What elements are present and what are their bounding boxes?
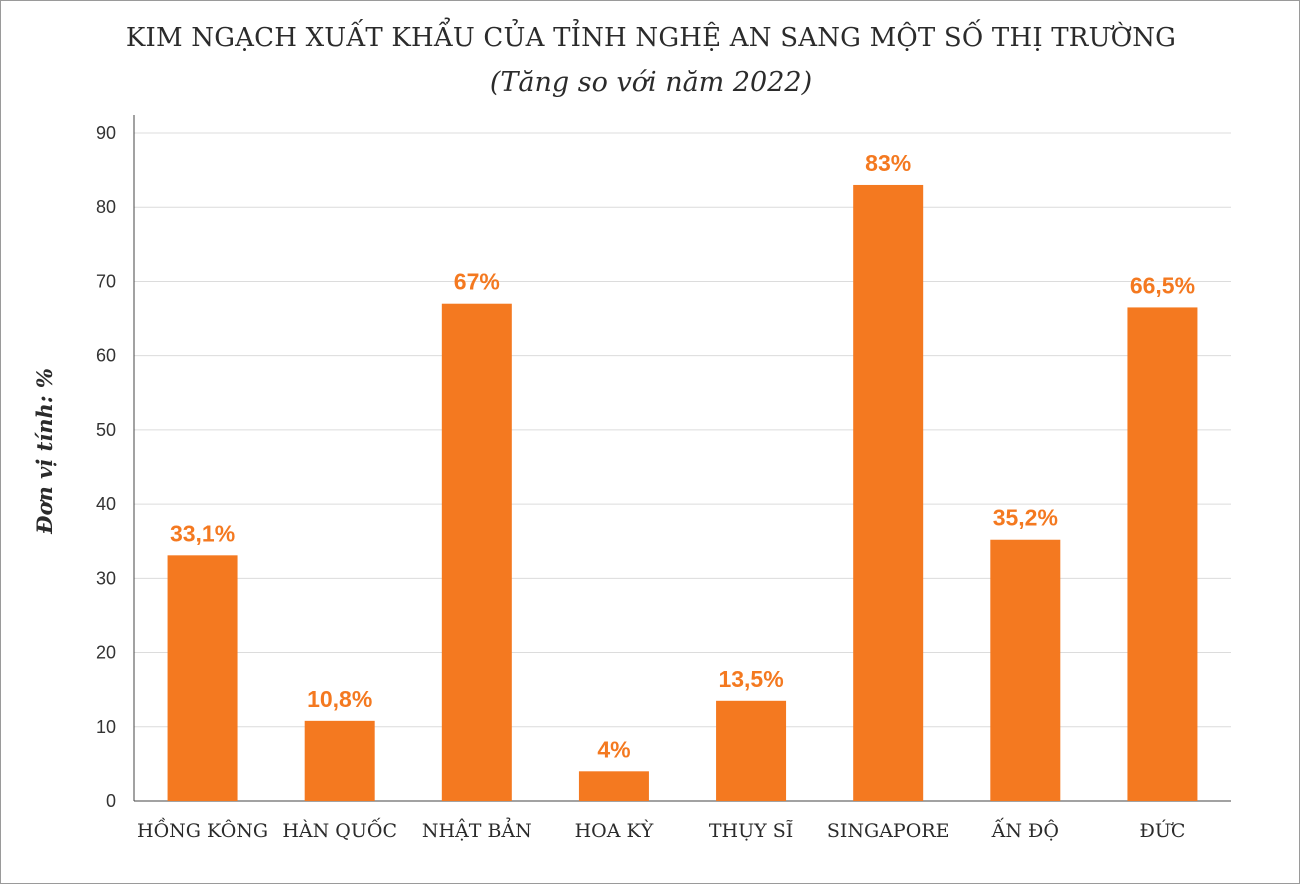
bar-2: [441, 303, 512, 801]
y-tick-label: 40: [96, 494, 116, 514]
bar-7: [1127, 307, 1198, 801]
chart-subtitle: (Tăng so với năm 2022): [489, 67, 813, 98]
bar-5: [853, 184, 924, 801]
y-tick-label: 80: [96, 197, 116, 217]
y-axis-title: Đơn vị tính: %: [32, 368, 57, 535]
y-tick-label: 60: [96, 346, 116, 366]
data-label: 10,8%: [307, 686, 372, 712]
x-tick-label: HOA KỲ: [575, 819, 654, 842]
x-tick-label: HÀN QUỐC: [282, 817, 397, 842]
data-label: 35,2%: [993, 505, 1058, 531]
x-tick-label: HỒNG KÔNG: [137, 817, 268, 842]
y-tick-label: 0: [106, 791, 116, 811]
x-tick-label: ẤN ĐỘ: [991, 817, 1059, 842]
bar-0: [167, 555, 238, 801]
x-tick-label: NHẬT BẢN: [422, 818, 532, 842]
bar-3: [578, 771, 649, 801]
x-tick-label: ĐỨC: [1139, 819, 1185, 842]
data-label: 4%: [597, 736, 630, 762]
data-label: 13,5%: [718, 666, 783, 692]
y-tick-label: 50: [96, 420, 116, 440]
y-tick-label: 90: [96, 123, 116, 143]
data-label: 33,1%: [170, 520, 235, 546]
x-tick-label: THỤY SĨ: [709, 820, 793, 842]
data-label: 66,5%: [1130, 272, 1195, 298]
y-tick-label: 10: [96, 717, 116, 737]
y-tick-label: 30: [96, 568, 116, 588]
chart-title: KIM NGẠCH XUẤT KHẨU CỦA TỈNH NGHỆ AN SAN…: [125, 23, 1177, 53]
x-tick-label: SINGAPORE: [827, 820, 950, 842]
data-label: 83%: [865, 150, 911, 176]
data-label: 67%: [454, 269, 500, 295]
bar-1: [304, 720, 375, 801]
y-tick-label: 70: [96, 271, 116, 291]
bar-4: [716, 700, 787, 801]
y-tick-label: 20: [96, 643, 116, 663]
bar-6: [990, 539, 1061, 801]
